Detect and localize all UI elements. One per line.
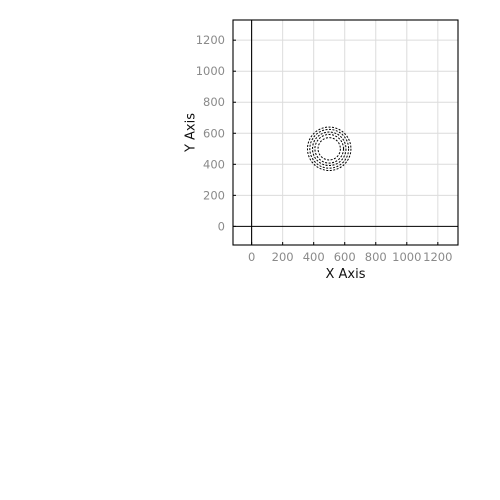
x-tick-label: 200 (272, 250, 294, 264)
x-axis-title: X Axis (325, 267, 365, 282)
y-tick-label: 200 (203, 188, 225, 202)
y-tick-label: 400 (203, 157, 225, 171)
y-tick-label: 1200 (196, 33, 225, 47)
x-tick-label: 400 (303, 250, 325, 264)
y-tick-label: 1000 (196, 64, 225, 78)
data-ring (314, 134, 344, 164)
data-ring (309, 128, 350, 169)
x-axis-ticks: 0 200 400 600 800 1000 1200 (248, 242, 452, 264)
x-tick-label: 800 (365, 250, 387, 264)
data-marks (306, 126, 352, 172)
data-ring (317, 137, 341, 161)
y-tick-label: 0 (218, 219, 225, 233)
y-tick-label: 800 (203, 95, 225, 109)
x-tick-label: 0 (248, 250, 255, 264)
y-tick-label: 600 (203, 126, 225, 140)
data-ring (311, 131, 347, 167)
y-axis-title: Y Axis (184, 113, 199, 153)
grid (233, 20, 458, 245)
y-axis-ticks: 0 200 400 600 800 1000 1200 (196, 33, 236, 233)
x-tick-label: 1200 (423, 250, 452, 264)
x-tick-label: 600 (334, 250, 356, 264)
plot-frame (232, 19, 459, 246)
x-tick-label: 1000 (392, 250, 421, 264)
data-ring (306, 126, 352, 172)
zero-lines (233, 20, 458, 245)
